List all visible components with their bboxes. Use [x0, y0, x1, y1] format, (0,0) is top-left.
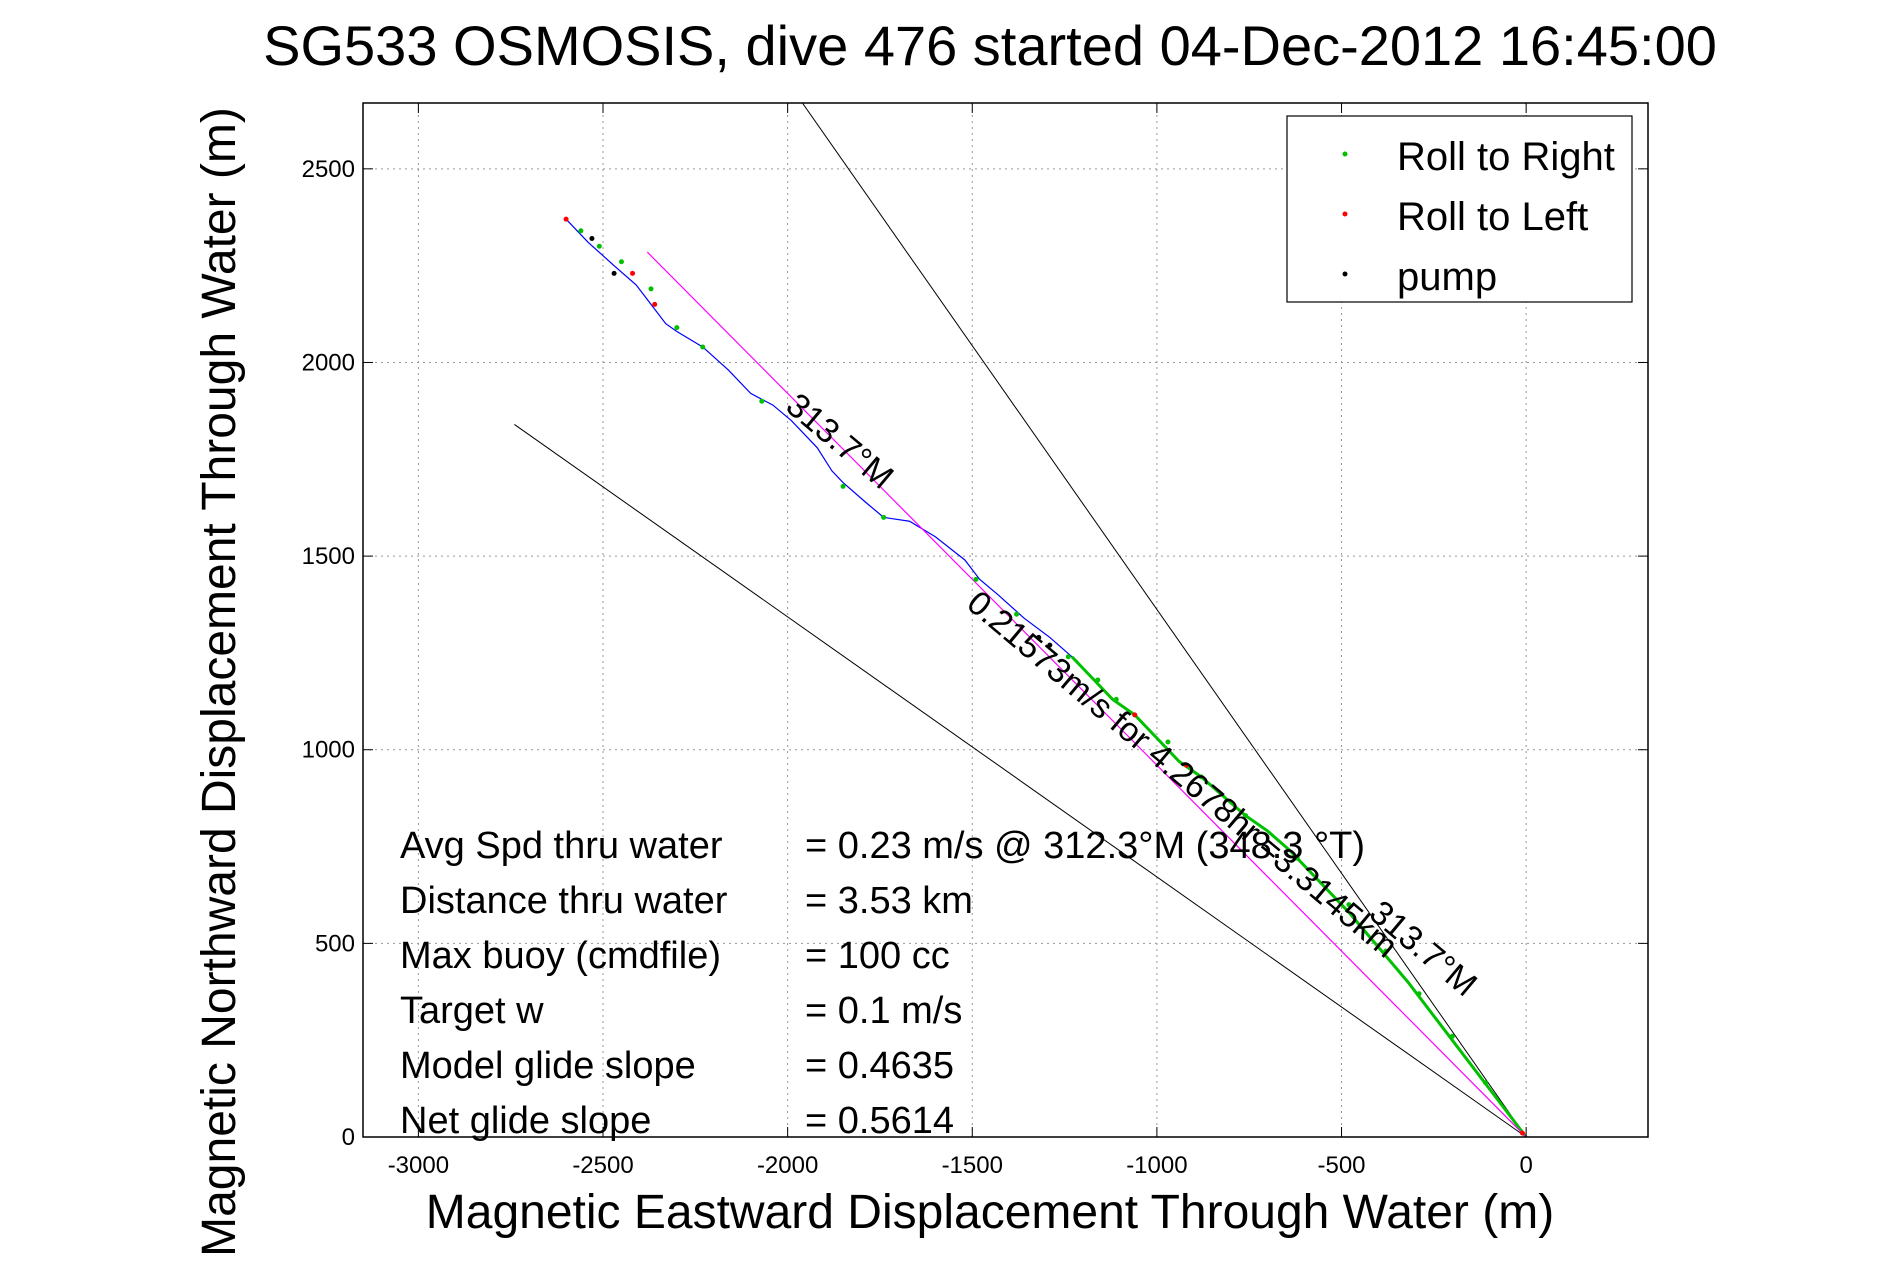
stats-value: = 0.5614	[805, 1100, 954, 1142]
x-tick-label: -1500	[942, 1152, 1003, 1179]
y-tick-label: 0	[342, 1124, 355, 1151]
series-0-point	[1383, 948, 1389, 954]
y-tick-label: 2500	[302, 156, 355, 183]
series-0-point	[596, 243, 602, 249]
series-0-point	[973, 576, 979, 582]
legend-entry: Roll to Right	[1397, 135, 1615, 179]
stats-value: = 0.1 m/s	[805, 990, 962, 1032]
stats-block: Avg Spd thru water = 0.23 m/s @ 312.3°M (…	[400, 825, 1365, 1142]
stats-label: Max buoy (cmdfile)	[400, 935, 721, 977]
series-2-point	[1036, 634, 1042, 640]
axis-ticks: -3000 -2500 -2000 -1500 -1000 -500 0 0 500 1000 15…	[302, 103, 1648, 1179]
legend-marker	[1342, 151, 1348, 157]
x-axis-label: Magnetic Eastward Displacement Through W…	[426, 1186, 1554, 1239]
series-1-point	[652, 301, 658, 307]
y-tick-label: 1500	[302, 543, 355, 570]
legend-marker	[1342, 271, 1348, 277]
legend-box	[1286, 115, 1633, 303]
series-0-point	[674, 325, 680, 331]
series-1-point	[1519, 1130, 1525, 1136]
series-2-point	[589, 236, 595, 242]
stats-label: Avg Spd thru water	[400, 825, 723, 867]
legend-marker	[1342, 211, 1348, 217]
series-1-point	[1132, 712, 1138, 718]
series-0-point	[1165, 739, 1171, 745]
series-0-point	[1483, 1080, 1489, 1086]
series-0-point	[618, 259, 624, 265]
series-2-point	[1047, 642, 1053, 648]
series-1-point	[630, 270, 636, 276]
series-1-point	[563, 216, 569, 222]
x-tick-label: -2000	[757, 1152, 818, 1179]
x-tick-label: -500	[1317, 1152, 1365, 1179]
series-0-point	[648, 286, 654, 292]
series-2-point	[611, 270, 617, 276]
heading-guide-line	[802, 103, 1527, 1137]
y-tick-label: 2000	[302, 349, 355, 376]
series-0-point	[700, 344, 706, 350]
series-0-point	[840, 483, 846, 489]
stats-value: = 100 cc	[805, 935, 950, 977]
chart-title: SG533 OSMOSIS, dive 476 started 04-Dec-2…	[263, 14, 1717, 77]
annotation-label: 0.21573m/s for 4.2678hr =3.3145km	[960, 583, 1405, 965]
series-0-point	[881, 514, 887, 520]
series-1-point	[1183, 762, 1189, 768]
series-0-point	[1065, 654, 1071, 660]
series-0-point	[1449, 1033, 1455, 1039]
series-0-point	[1198, 774, 1204, 780]
plot-data	[563, 216, 1528, 1137]
series-0-point	[1095, 677, 1101, 683]
y-tick-label: 1000	[302, 737, 355, 764]
stats-label: Net glide slope	[400, 1100, 651, 1142]
legend-entry: Roll to Left	[1397, 195, 1588, 239]
series-0-point	[1113, 696, 1119, 702]
x-tick-label: -3000	[388, 1152, 449, 1179]
x-tick-label: 0	[1519, 1152, 1532, 1179]
stats-label: Distance thru water	[400, 880, 728, 922]
series-0-point	[1294, 855, 1300, 861]
x-tick-label: -2500	[572, 1152, 633, 1179]
series-0-point	[1416, 991, 1422, 997]
annotation-label: 313.7°M	[779, 386, 901, 497]
stats-value: = 0.23 m/s @ 312.3°M (348.3 °T)	[805, 825, 1365, 867]
x-tick-label: -1000	[1126, 1152, 1187, 1179]
legend-entry: pump	[1397, 255, 1497, 299]
series-0-point	[1243, 813, 1249, 819]
stats-label: Model glide slope	[400, 1045, 696, 1087]
y-tick-label: 500	[315, 930, 355, 957]
y-axis-label: Magnetic Northward Displacement Through …	[193, 107, 246, 1257]
legend: Roll to Right Roll to Left pump	[1286, 115, 1633, 303]
series-0-point	[578, 228, 584, 234]
stats-value: = 3.53 km	[805, 880, 973, 922]
plot-frame	[362, 102, 1649, 1138]
stats-label: Target w	[400, 990, 544, 1032]
heading-guide-line	[514, 424, 1527, 1137]
stats-value: = 0.4635	[805, 1045, 954, 1087]
guide-lines	[514, 103, 1527, 1137]
mean-heading-line	[646, 251, 1527, 1137]
series-0-point	[1014, 611, 1020, 617]
series-0-point	[1346, 902, 1352, 908]
series-0-point	[759, 398, 765, 404]
